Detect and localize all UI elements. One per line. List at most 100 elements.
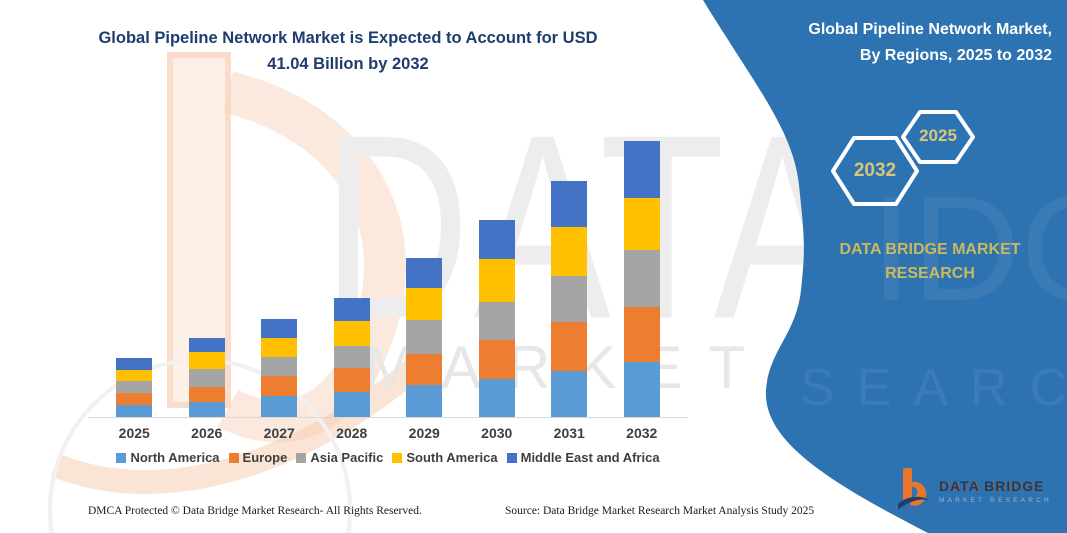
bar-column-2027 (243, 128, 316, 417)
bar-segment (551, 227, 588, 276)
bar-segment (188, 386, 225, 402)
bar-segment (261, 338, 298, 358)
bar-segment (261, 318, 298, 339)
bar-stack-2029 (406, 258, 443, 417)
bar-stack-2025 (116, 357, 153, 417)
x-axis-labels: 2025 2026 2027 2028 2029 2030 2031 2032 (98, 425, 678, 441)
chart-title-line2: 41.04 Billion by 2032 (267, 54, 429, 73)
legend-label: Asia Pacific (310, 450, 384, 465)
bar-segment (261, 396, 298, 417)
bar-segment (478, 340, 515, 379)
legend-item: Middle East and Africa (506, 450, 660, 465)
bar-segment (406, 385, 443, 417)
bar-stack-2030 (478, 219, 515, 417)
bar-segment (478, 378, 515, 417)
bar-segment (188, 401, 225, 417)
bar-column-2028 (316, 128, 389, 417)
panel-title: Global Pipeline Network Market, By Regio… (770, 17, 1052, 68)
x-axis-label-2029: 2029 (408, 425, 440, 441)
x-axis-label-2028: 2028 (336, 425, 368, 441)
bar-stack-2026 (188, 337, 225, 417)
legend-item: Europe (228, 450, 288, 465)
bar-segment (333, 392, 370, 417)
bar-segment (478, 219, 515, 259)
legend-swatch-icon (228, 452, 239, 463)
bar-segment (333, 320, 370, 346)
panel-title-line1: Global Pipeline Network Market, (808, 21, 1052, 38)
stacked-bar-chart: 2025 2026 2027 2028 2029 2030 2031 2032 North A… (88, 128, 688, 465)
legend-item: South America (392, 450, 498, 465)
bar-segment (333, 367, 370, 393)
chart-title: Global Pipeline Network Market is Expect… (88, 26, 608, 77)
brand-line1: DATA BRIDGE MARKET (839, 241, 1021, 258)
bar-segment (333, 297, 370, 321)
bar-segment (551, 322, 588, 371)
brand-line2: RESEARCH (885, 265, 975, 282)
footer-copyright: DMCA Protected © Data Bridge Market Rese… (88, 505, 422, 517)
legend-label: Europe (242, 450, 288, 465)
bar-segment (623, 361, 660, 417)
bar-segment (333, 345, 370, 368)
bar-segment (406, 320, 443, 355)
bar-stack-2032 (623, 141, 660, 417)
bar-segment (623, 306, 660, 362)
panel-watermark-ghost2: SEARCH (800, 359, 1067, 417)
chart-title-line1: Global Pipeline Network Market is Expect… (98, 29, 598, 47)
logo-text: DATA BRIDGE MARKET RESEARCH (939, 478, 1052, 504)
right-panel-shape (703, 0, 1067, 533)
bar-segment (261, 357, 298, 376)
bar-column-2029 (388, 128, 461, 417)
bar-segment (478, 301, 515, 341)
bar-column-2025 (98, 128, 171, 417)
bar-segment (188, 351, 225, 369)
x-axis-label-2032: 2032 (626, 425, 658, 441)
x-axis-line (88, 417, 688, 418)
legend-swatch-icon (296, 452, 307, 463)
legend-label: Middle East and Africa (520, 450, 660, 465)
legend-swatch-icon (506, 452, 517, 463)
hexagon-2032-label: 2032 (853, 160, 897, 181)
bar-segment (188, 337, 225, 352)
x-axis-label-2030: 2030 (481, 425, 513, 441)
x-axis-label-2025: 2025 (118, 425, 150, 441)
hexagon-2032 (831, 136, 919, 206)
chart-legend: North America Europe Asia Pacific South Ame… (98, 450, 678, 465)
bar-segment (116, 393, 153, 405)
data-bridge-logo: DATA BRIDGE MARKET RESEARCH (897, 466, 1052, 516)
bar-segment (551, 180, 588, 228)
logo-name: DATA BRIDGE (939, 478, 1045, 494)
legend-item: Asia Pacific (296, 450, 383, 465)
bar-segment (623, 141, 660, 199)
bar-column-2031 (533, 128, 606, 417)
bar-segment (623, 198, 660, 251)
bar-segment (551, 275, 588, 323)
brand-name: DATA BRIDGE MARKET RESEARCH (830, 238, 1030, 286)
bar-segment (116, 369, 153, 381)
bar-stack-2031 (551, 180, 588, 417)
legend-swatch-icon (392, 452, 403, 463)
bar-segment (116, 357, 153, 370)
x-axis-label-2026: 2026 (191, 425, 223, 441)
footer-source: Source: Data Bridge Market Research Mark… (505, 505, 815, 517)
bar-segment (261, 375, 298, 397)
bar-segment (406, 288, 443, 321)
bar-segment (551, 370, 588, 417)
hexagon-2025 (901, 110, 975, 164)
bar-segment (478, 258, 515, 302)
bar-stack-2028 (333, 297, 370, 417)
legend-item: North America (116, 450, 220, 465)
plot-area (98, 128, 678, 417)
legend-label: North America (130, 450, 220, 465)
bar-stack-2027 (261, 318, 298, 417)
bar-column-2032 (606, 128, 679, 417)
bar-segment (406, 354, 443, 386)
hexagon-2025-label: 2025 (919, 126, 957, 145)
x-axis-label-2031: 2031 (553, 425, 585, 441)
panel-title-line2: By Regions, 2025 to 2032 (859, 46, 1052, 64)
bar-segment (623, 250, 660, 307)
bar-segment (116, 404, 153, 417)
logo-subtitle: MARKET RESEARCH (939, 497, 1052, 504)
legend-label: South America (406, 450, 498, 465)
